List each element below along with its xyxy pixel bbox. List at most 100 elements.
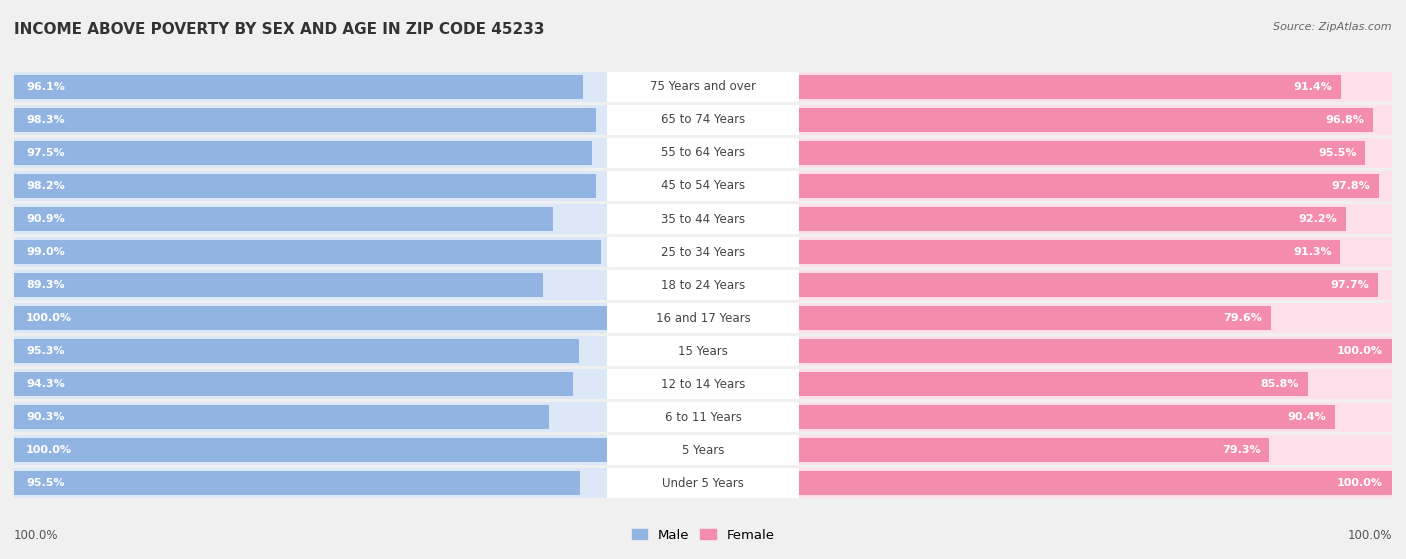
Text: 35 to 44 Years: 35 to 44 Years: [661, 212, 745, 225]
Bar: [606, 402, 800, 432]
Bar: [14, 306, 606, 330]
Bar: [14, 435, 606, 465]
Bar: [14, 72, 606, 102]
Text: 25 to 34 Years: 25 to 34 Years: [661, 245, 745, 259]
Bar: [14, 273, 543, 297]
Bar: [800, 171, 1392, 201]
Text: 45 to 54 Years: 45 to 54 Years: [661, 179, 745, 192]
Bar: [800, 468, 1392, 498]
Text: 6 to 11 Years: 6 to 11 Years: [665, 411, 741, 424]
Bar: [800, 174, 1379, 198]
Bar: [606, 270, 800, 300]
Bar: [800, 306, 1271, 330]
Text: 16 and 17 Years: 16 and 17 Years: [655, 311, 751, 325]
Bar: [14, 138, 606, 168]
Bar: [606, 171, 800, 201]
Bar: [800, 105, 1392, 135]
Bar: [800, 141, 1365, 165]
Bar: [800, 471, 1392, 495]
Text: 100.0%: 100.0%: [1337, 346, 1384, 356]
Legend: Male, Female: Male, Female: [626, 523, 780, 547]
Bar: [14, 237, 606, 267]
Text: 89.3%: 89.3%: [25, 280, 65, 290]
Bar: [800, 337, 1392, 366]
Bar: [14, 174, 596, 198]
Bar: [14, 372, 572, 396]
Bar: [14, 270, 606, 300]
Bar: [14, 141, 592, 165]
Text: 96.1%: 96.1%: [25, 82, 65, 92]
Text: 91.4%: 91.4%: [1294, 82, 1331, 92]
Bar: [800, 303, 1392, 333]
Bar: [14, 108, 596, 132]
Text: 97.7%: 97.7%: [1330, 280, 1369, 290]
Bar: [800, 270, 1392, 300]
Text: 100.0%: 100.0%: [25, 446, 72, 455]
Text: Under 5 Years: Under 5 Years: [662, 477, 744, 490]
Bar: [606, 204, 800, 234]
Bar: [800, 108, 1374, 132]
Bar: [606, 303, 800, 333]
Text: 90.4%: 90.4%: [1288, 412, 1326, 422]
Bar: [800, 405, 1336, 429]
Bar: [800, 273, 1378, 297]
Bar: [800, 138, 1392, 168]
Text: 12 to 14 Years: 12 to 14 Years: [661, 378, 745, 391]
Bar: [800, 240, 1340, 264]
Text: 94.3%: 94.3%: [25, 379, 65, 389]
Bar: [14, 303, 606, 333]
Bar: [800, 237, 1392, 267]
Text: 100.0%: 100.0%: [1337, 479, 1384, 488]
Bar: [14, 405, 550, 429]
Bar: [14, 105, 606, 135]
Bar: [606, 435, 800, 465]
Bar: [14, 204, 606, 234]
Text: 75 Years and over: 75 Years and over: [650, 80, 756, 93]
Text: 97.8%: 97.8%: [1331, 181, 1369, 191]
Text: 90.3%: 90.3%: [25, 412, 65, 422]
Bar: [800, 372, 1308, 396]
Bar: [800, 339, 1392, 363]
Text: 100.0%: 100.0%: [14, 529, 59, 542]
Text: 79.6%: 79.6%: [1223, 313, 1263, 323]
Bar: [14, 339, 579, 363]
Text: 95.5%: 95.5%: [25, 479, 65, 488]
Bar: [14, 402, 606, 432]
Bar: [606, 468, 800, 498]
Text: 98.2%: 98.2%: [25, 181, 65, 191]
Text: 5 Years: 5 Years: [682, 444, 724, 457]
Text: 97.5%: 97.5%: [25, 148, 65, 158]
Bar: [606, 72, 800, 102]
Bar: [14, 240, 600, 264]
Text: 79.3%: 79.3%: [1222, 446, 1260, 455]
Bar: [606, 105, 800, 135]
Bar: [800, 369, 1392, 399]
Text: 55 to 64 Years: 55 to 64 Years: [661, 146, 745, 159]
Bar: [606, 337, 800, 366]
Bar: [14, 207, 553, 231]
Text: 91.3%: 91.3%: [1294, 247, 1331, 257]
Text: 95.5%: 95.5%: [1317, 148, 1357, 158]
Bar: [14, 171, 606, 201]
Bar: [14, 369, 606, 399]
Text: 85.8%: 85.8%: [1260, 379, 1299, 389]
Text: 98.3%: 98.3%: [25, 115, 65, 125]
Text: 96.8%: 96.8%: [1326, 115, 1364, 125]
Text: 65 to 74 Years: 65 to 74 Years: [661, 113, 745, 126]
Text: 95.3%: 95.3%: [25, 346, 65, 356]
Text: 90.9%: 90.9%: [25, 214, 65, 224]
Text: 99.0%: 99.0%: [25, 247, 65, 257]
Bar: [800, 435, 1392, 465]
Bar: [800, 207, 1346, 231]
Bar: [800, 402, 1392, 432]
Bar: [14, 471, 579, 495]
Bar: [14, 337, 606, 366]
Bar: [606, 369, 800, 399]
Bar: [14, 75, 583, 99]
Text: 100.0%: 100.0%: [25, 313, 72, 323]
Text: 15 Years: 15 Years: [678, 345, 728, 358]
Bar: [14, 438, 606, 462]
Bar: [606, 237, 800, 267]
Text: 18 to 24 Years: 18 to 24 Years: [661, 278, 745, 292]
Text: INCOME ABOVE POVERTY BY SEX AND AGE IN ZIP CODE 45233: INCOME ABOVE POVERTY BY SEX AND AGE IN Z…: [14, 22, 544, 37]
